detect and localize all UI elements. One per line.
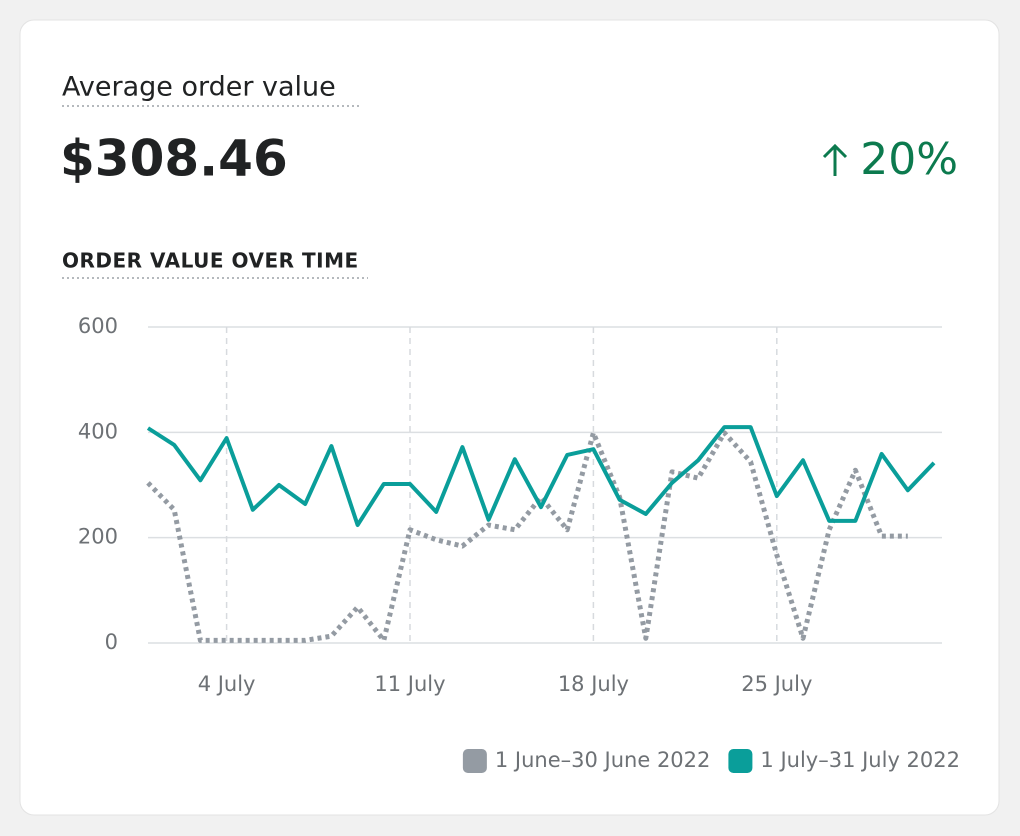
x-tick-label: 11 July bbox=[374, 672, 445, 696]
card-change: 20% bbox=[860, 134, 958, 185]
y-tick-label: 200 bbox=[78, 525, 118, 549]
x-tick-label: 25 July bbox=[741, 672, 812, 696]
legend-label: 1 June–30 June 2022 bbox=[495, 748, 711, 772]
legend: 1 July–31 July 2022 1 June–30 June 2022 bbox=[462, 748, 960, 773]
legend-swatch bbox=[728, 749, 753, 773]
series-line bbox=[146, 425, 936, 528]
up-arrow bbox=[822, 143, 848, 176]
legend-label: 1 July–31 July 2022 bbox=[760, 748, 960, 772]
x-tick-label: 4 July bbox=[198, 672, 256, 696]
x-tick-label: 18 July bbox=[558, 672, 629, 696]
y-tick-label: 600 bbox=[78, 314, 118, 338]
series-line bbox=[146, 430, 908, 643]
y-tick-label: 0 bbox=[105, 630, 118, 654]
y-tick-label: 400 bbox=[78, 419, 118, 443]
chart-title: ORDER VALUE OVER TIME bbox=[62, 249, 359, 273]
card-title: Average order value bbox=[62, 72, 336, 103]
legend-swatch bbox=[462, 749, 487, 773]
card-value: $308.46 bbox=[60, 130, 288, 188]
card bbox=[19, 19, 1000, 816]
